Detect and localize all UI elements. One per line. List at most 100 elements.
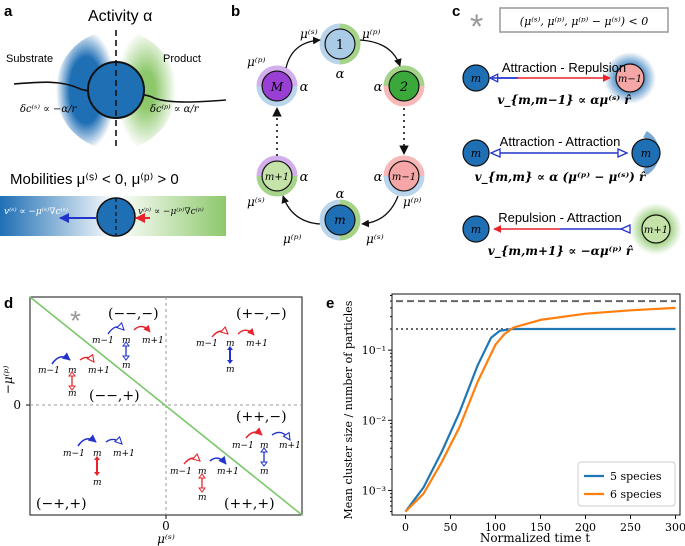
mu-s-3: μ⁽ˢ⁾ <box>366 232 384 246</box>
d4-m-plus-1: m+1 <box>113 449 135 459</box>
panel-d: 0 0 μ⁽ˢ⁾ −μ⁽ᵖ⁾ * (−−,−) (+−,−) (−−,+) (+… <box>1 296 303 546</box>
mu-s-2: μ⁽ˢ⁾ <box>247 195 265 209</box>
arrow-m-to-m-plus-1 <box>281 195 321 225</box>
d6-m-below: m <box>198 493 207 503</box>
panel-letter-a: a <box>4 3 13 20</box>
d5-m-minus-1: m−1 <box>232 441 254 451</box>
quadrant-pp-minus: (++,−) <box>236 409 287 425</box>
e-legend-label-2: 6 species <box>610 488 662 501</box>
row2-label: Attraction - Attraction <box>500 134 621 149</box>
arrow-M-to-1 <box>285 36 321 69</box>
alpha-m-plus-1: α <box>300 170 309 185</box>
node-1-label: 1 <box>336 38 344 53</box>
panel-letter-b: b <box>231 3 240 20</box>
particle-small <box>96 197 136 237</box>
d-motif-6: m−1 m m+1 m <box>170 458 239 503</box>
row1-left-particle <box>462 64 490 92</box>
node-m-plus-1-label: m+1 <box>265 172 289 183</box>
row2-right-label: m <box>641 147 651 160</box>
row1-formula: v_{m,m−1} ∝ αμ⁽ˢ⁾ r̂ <box>497 93 632 108</box>
row1-right-label: m−1 <box>618 74 642 85</box>
d3-m-below: m <box>226 365 235 375</box>
mu-p-4: μ⁽ᵖ⁾ <box>403 195 422 209</box>
alpha-2: α <box>374 80 383 95</box>
node-2 <box>388 70 420 102</box>
mobilities-label: Mobilities μ⁽ˢ⁾ < 0, μ⁽ᵖ⁾ > 0 <box>10 171 179 188</box>
panel-letter-d: d <box>4 295 13 312</box>
e-ytick-label: 10⁻² <box>362 414 386 427</box>
row2-right-particle <box>631 138 661 168</box>
quadrant-pp-plus: (++,+) <box>224 496 275 512</box>
e-xtick-label: 0 <box>402 521 409 534</box>
quadrant-pm-minus: (+−,−) <box>236 306 287 322</box>
d6-m: m <box>198 467 207 477</box>
dc-substrate-formula: δc⁽ˢ⁾ ∝ −α/r <box>20 104 78 115</box>
e-xtick-label: 300 <box>665 521 685 534</box>
node-M-label: M <box>270 80 284 94</box>
panel-b: 1 α 2 α M α m−1 α m+1 α m α <box>247 23 425 246</box>
node-m-plus-1 <box>261 160 293 192</box>
d-ylabel: −μ⁽ᵖ⁾ <box>1 366 15 395</box>
e-ylabel: Mean cluster size / number of particles <box>342 300 355 519</box>
e-legend-label-1: 5 species <box>610 470 662 483</box>
node-m-minus-1-label: m−1 <box>392 172 416 183</box>
substrate-label: Substrate <box>6 53 53 65</box>
d-motif-4: m−1 m m+1 m <box>63 434 135 488</box>
alpha-1: α <box>336 67 345 82</box>
d-ytick-0: 0 <box>13 398 21 412</box>
alpha-m: α <box>336 187 345 202</box>
row3-label: Repulsion - Attraction <box>498 210 622 225</box>
d6-m-minus-1: m−1 <box>170 467 192 477</box>
e-xlabel: Normalized time t̄ <box>480 529 591 545</box>
mu-s-1: μ⁽ˢ⁾ <box>300 27 318 41</box>
row1-right-particle <box>615 63 645 93</box>
e-series-line-1 <box>404 327 676 513</box>
arrow-m-minus-1-to-m <box>361 195 399 228</box>
e-xtick-label: 100 <box>485 521 506 534</box>
d2-m-minus-1: m−1 <box>38 366 60 376</box>
row1-label: Attraction - Repulsion <box>502 60 626 75</box>
alpha-M: α <box>300 80 309 95</box>
node-1 <box>324 28 356 60</box>
mu-p-2: μ⁽ᵖ⁾ <box>247 55 266 69</box>
condition-box <box>499 7 669 33</box>
v-product-formula: v⁽ᵖ⁾ ∝ −μ⁽ᵖ⁾∇c⁽ᵖ⁾ <box>138 206 204 217</box>
d3-m: m <box>226 339 235 349</box>
e-ytick-label: 10⁻³ <box>362 484 386 497</box>
d4-m-minus-1: m−1 <box>63 449 85 459</box>
e-ytick-label: 10⁻¹ <box>362 344 386 357</box>
row3-left-particle <box>462 215 490 243</box>
d-xlabel: μ⁽ˢ⁾ <box>157 532 175 546</box>
row3-right-particle <box>641 214 671 244</box>
d4-m: m <box>93 449 102 459</box>
node-m <box>324 204 356 236</box>
e-series-line-2 <box>404 306 676 513</box>
node-2-label: 2 <box>399 80 408 95</box>
row2-formula: v_{m,m} ∝ α (μ⁽ᵖ⁾ − μ⁽ˢ⁾) r̂ <box>475 170 647 185</box>
d-motif-2: m−1 m m+1 m <box>38 352 110 399</box>
e-xtick-label: 150 <box>530 521 551 534</box>
row2-right-head <box>617 147 629 159</box>
d1-m-plus-1: m+1 <box>142 336 164 346</box>
row3-right-label: m+1 <box>644 225 668 236</box>
panel-a: Activity α Substrate Product δc⁽ˢ⁾ ∝ −α/… <box>0 8 227 237</box>
d3-m-plus-1: m+1 <box>246 339 268 349</box>
mu-p-1: μ⁽ᵖ⁾ <box>362 27 381 41</box>
d3-m-minus-1: m−1 <box>196 339 218 349</box>
node-m-label: m <box>334 213 345 227</box>
d2-m-below: m <box>68 389 77 399</box>
diagonal-line <box>29 296 303 516</box>
product-label: Product <box>163 53 201 65</box>
d2-m: m <box>68 366 77 376</box>
condition-text: (μ⁽ˢ⁾, μ⁽ᵖ⁾, μ⁽ᵖ⁾ − μ⁽ˢ⁾) < 0 <box>520 15 648 28</box>
mu-p-3: μ⁽ᵖ⁾ <box>283 232 302 246</box>
quadrant-mm-plus: (−−,+) <box>89 388 140 404</box>
panel-e-chart: Mean cluster size / number of particles … <box>342 293 685 545</box>
d-motif-5: m−1 m m+1 m <box>232 427 301 477</box>
row3-right-head <box>619 223 631 235</box>
d5-m: m <box>260 441 269 451</box>
row2-left-label: m <box>471 147 481 160</box>
d-xtick-0: 0 <box>162 519 170 533</box>
row3-left-label: m <box>471 223 481 236</box>
